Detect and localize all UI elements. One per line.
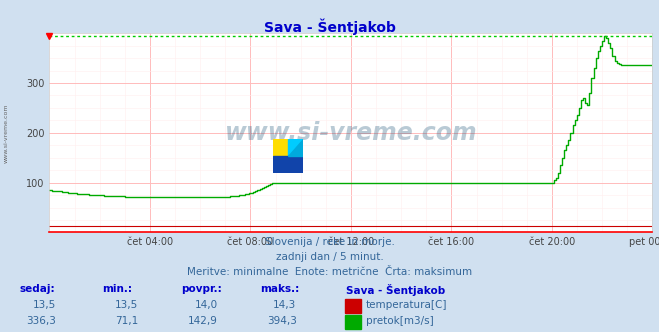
Polygon shape xyxy=(289,139,303,156)
Text: 394,3: 394,3 xyxy=(267,316,297,326)
Text: temperatura[C]: temperatura[C] xyxy=(366,300,447,310)
Text: Meritve: minimalne  Enote: metrične  Črta: maksimum: Meritve: minimalne Enote: metrične Črta:… xyxy=(187,267,472,277)
Text: www.si-vreme.com: www.si-vreme.com xyxy=(225,121,477,145)
Bar xyxy=(273,139,289,156)
Text: povpr.:: povpr.: xyxy=(181,284,222,294)
Text: 14,3: 14,3 xyxy=(273,300,297,310)
Text: 336,3: 336,3 xyxy=(26,316,56,326)
Text: Slovenija / reke in morje.: Slovenija / reke in morje. xyxy=(264,237,395,247)
Text: Sava - Šentjakob: Sava - Šentjakob xyxy=(346,284,445,296)
Text: 142,9: 142,9 xyxy=(188,316,217,326)
Bar xyxy=(273,156,303,173)
Text: zadnji dan / 5 minut.: zadnji dan / 5 minut. xyxy=(275,252,384,262)
Text: 14,0: 14,0 xyxy=(194,300,217,310)
Text: 71,1: 71,1 xyxy=(115,316,138,326)
Text: min.:: min.: xyxy=(102,284,132,294)
Bar xyxy=(289,139,303,156)
Text: Sava - Šentjakob: Sava - Šentjakob xyxy=(264,18,395,35)
Text: maks.:: maks.: xyxy=(260,284,300,294)
Text: pretok[m3/s]: pretok[m3/s] xyxy=(366,316,434,326)
Text: www.si-vreme.com: www.si-vreme.com xyxy=(4,103,9,163)
Text: 13,5: 13,5 xyxy=(33,300,56,310)
Text: 13,5: 13,5 xyxy=(115,300,138,310)
Text: sedaj:: sedaj: xyxy=(20,284,55,294)
